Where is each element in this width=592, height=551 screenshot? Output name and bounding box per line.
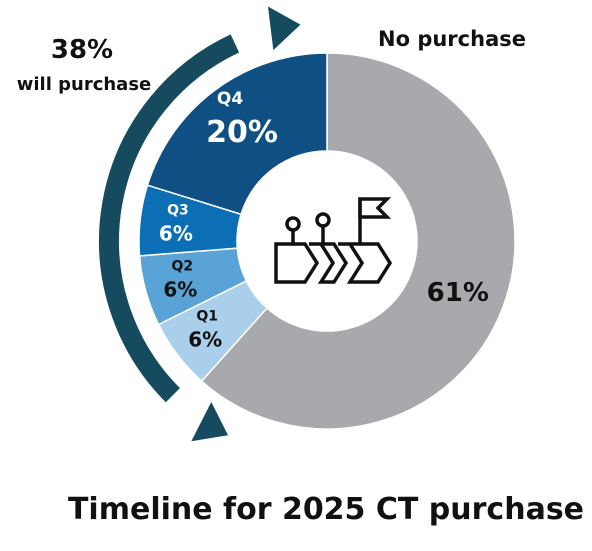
slice-label-q2: Q2 <box>172 258 194 274</box>
donut-slice-no-purchase <box>200 52 516 430</box>
slice-value-q4: 20% <box>206 115 278 150</box>
arrow-head-top <box>267 6 301 51</box>
slice-label-q1: Q1 <box>196 309 218 325</box>
slice-value-q1: 6% <box>188 328 222 352</box>
slice-value-q3: 6% <box>159 222 193 246</box>
slice-label-no-purchase: No purchase <box>378 27 526 51</box>
will-purchase-arrow <box>99 6 301 442</box>
slice-label-q3: Q3 <box>167 203 189 219</box>
timeline-flag-icon <box>274 197 393 284</box>
donut-slice-q4 <box>146 52 328 216</box>
slice-value-no-purchase: 61% <box>427 278 489 308</box>
annotation-value: 38% <box>51 35 113 65</box>
chart-title: Timeline for 2025 CT purchase <box>67 492 585 527</box>
annotation-text: will purchase <box>17 74 152 95</box>
arrow-head-bottom <box>191 402 229 442</box>
arrow-shaft <box>99 34 240 403</box>
slice-value-q2: 6% <box>163 277 197 301</box>
slice-label-q4: Q4 <box>217 89 243 109</box>
